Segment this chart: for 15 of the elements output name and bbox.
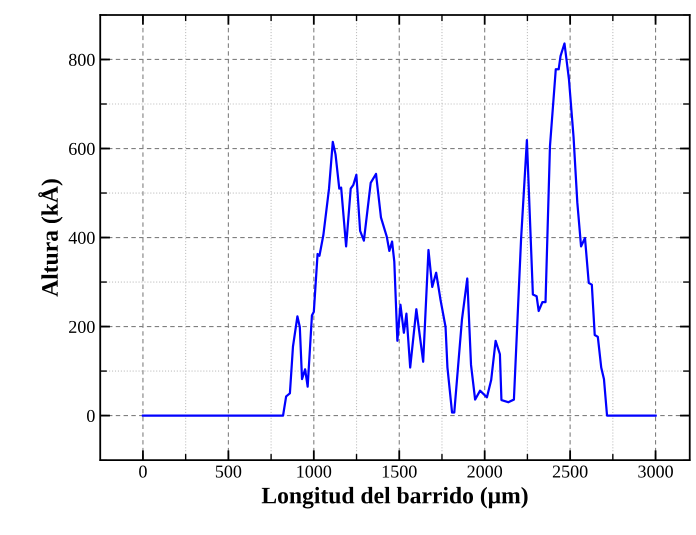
y-tick-label: 0: [87, 410, 95, 422]
x-axis-title: Longitud del barrido (μm): [262, 486, 528, 508]
y-tick-label: 800: [68, 54, 95, 66]
line-series: [142, 42, 657, 417]
x-tick-label: 2000: [467, 465, 502, 478]
x-tick-label: 1500: [382, 465, 417, 478]
y-axis-title: Altura (kÅ): [38, 179, 63, 297]
y-tick-label: 200: [69, 320, 95, 334]
y-tick-label: 400: [68, 232, 95, 244]
x-tick-label: 0: [139, 465, 147, 478]
y-tick-label: 600: [69, 142, 95, 155]
x-tick-label: 500: [216, 465, 242, 478]
x-tick-label: 3000: [638, 465, 673, 478]
x-tick-label: 1000: [297, 465, 332, 478]
x-tick-label: 2500: [552, 465, 588, 478]
